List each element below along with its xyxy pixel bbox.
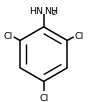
Text: NH: NH [44,7,58,16]
Text: 2: 2 [51,10,56,16]
Text: Cl: Cl [39,94,48,102]
Text: Cl: Cl [4,32,13,41]
Text: HN: HN [29,7,43,16]
Text: Cl: Cl [74,32,83,41]
